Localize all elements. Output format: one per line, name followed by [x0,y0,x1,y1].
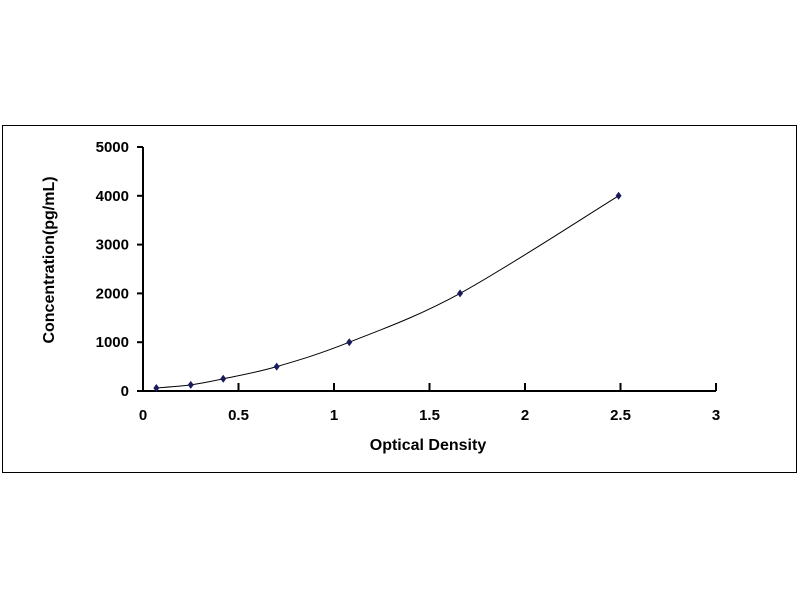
x-axis-label: Optical Density [370,437,487,454]
fit-curve [156,195,619,389]
y-tick-label: 0 [121,383,129,400]
y-tick-label: 5000 [96,139,129,156]
data-point [187,380,194,389]
data-point [273,362,280,371]
x-tick-label: 1 [330,407,338,424]
y-tick-label: 1000 [96,334,129,351]
x-tick-label: 2.5 [610,407,631,424]
chart-border [2,125,797,473]
x-tick-label: 0 [139,407,147,424]
data-point [457,289,464,298]
data-point [615,191,622,200]
x-tick-label: 3 [712,407,720,424]
data-point [346,338,353,347]
y-tick-label: 2000 [96,285,129,302]
y-axis-label: Concentration(pg/mL) [41,176,58,343]
x-tick-label: 2 [521,407,529,424]
x-tick-label: 1.5 [419,407,440,424]
y-tick-label: 3000 [96,237,129,254]
y-tick-label: 4000 [96,188,129,205]
x-tick-label: 0.5 [228,407,249,424]
data-point [153,383,160,392]
data-point [220,374,227,383]
